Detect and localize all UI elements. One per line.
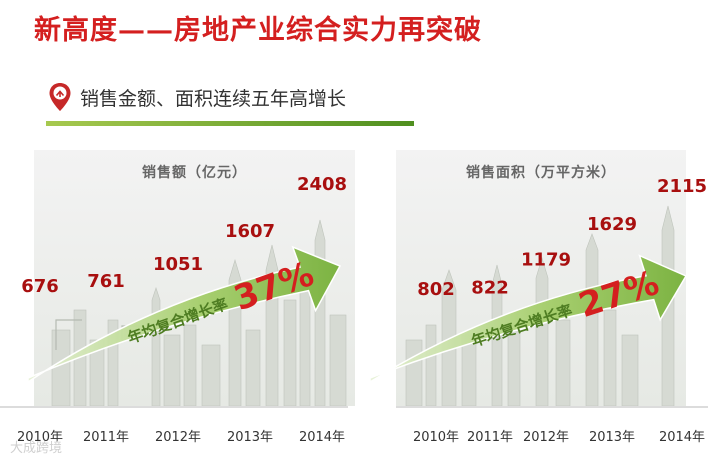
location-pin-icon [49, 83, 71, 111]
data-value-label: 1179 [521, 249, 571, 270]
x-tick-label: 2012年 [523, 430, 569, 445]
section-subtitle: 销售金额、面积连续五年高增长 [80, 88, 347, 110]
x-tick-label: 2014年 [299, 430, 345, 445]
x-tick-label: 2013年 [589, 430, 635, 445]
growth-rate: 27% [574, 263, 664, 326]
x-tick-label: 2010年 [17, 430, 63, 445]
growth-rate: 37% [229, 254, 319, 319]
data-value-label: 1051 [153, 254, 203, 275]
subtitle-divider [46, 121, 414, 126]
data-value-label: 2115 [657, 176, 707, 197]
data-value-label: 1629 [587, 214, 637, 235]
growth-arrow [27, 245, 342, 384]
chart-title-sales-area: 销售面积（万平方米） [466, 165, 616, 181]
x-tick-label: 2011年 [467, 430, 513, 445]
data-value-label: 1607 [225, 221, 275, 242]
data-value-label: 761 [87, 271, 125, 292]
x-tick-label: 2013年 [227, 430, 273, 445]
watermark: 大成跨境 [10, 441, 63, 456]
x-tick-label: 2012年 [155, 430, 201, 445]
chart-title-sales-amount: 销售额（亿元） [142, 165, 247, 181]
data-value-label: 802 [417, 279, 455, 300]
data-value-label: 822 [471, 277, 509, 298]
page-title: 新高度——房地产业综合实力再突破 [34, 15, 482, 46]
x-tick-label: 2011年 [83, 430, 129, 445]
x-tick-label: 2014年 [659, 430, 705, 445]
data-value-label: 2408 [297, 174, 347, 195]
growth-arrow [369, 254, 688, 384]
x-tick-label: 2010年 [413, 430, 459, 445]
data-value-label: 676 [21, 276, 59, 297]
